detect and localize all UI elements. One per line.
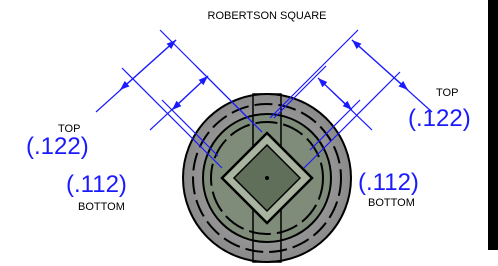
left-top-value: (.122) xyxy=(26,133,89,160)
right-top-label: TOP xyxy=(436,87,458,99)
drawing: ROBERTSON SQUARE TOP (.122) (.112) BOTTO… xyxy=(0,0,498,266)
title: ROBERTSON SQUARE xyxy=(208,10,327,22)
edge-bar xyxy=(488,0,498,250)
left-bottom-label: BOTTOM xyxy=(78,201,125,213)
right-top-value: (.122) xyxy=(408,105,471,132)
left-bottom-value: (.112) xyxy=(66,171,127,198)
right-bottom-value: (.112) xyxy=(358,169,419,196)
right-bottom-label: BOTTOM xyxy=(368,197,415,209)
screw-head xyxy=(183,94,351,262)
